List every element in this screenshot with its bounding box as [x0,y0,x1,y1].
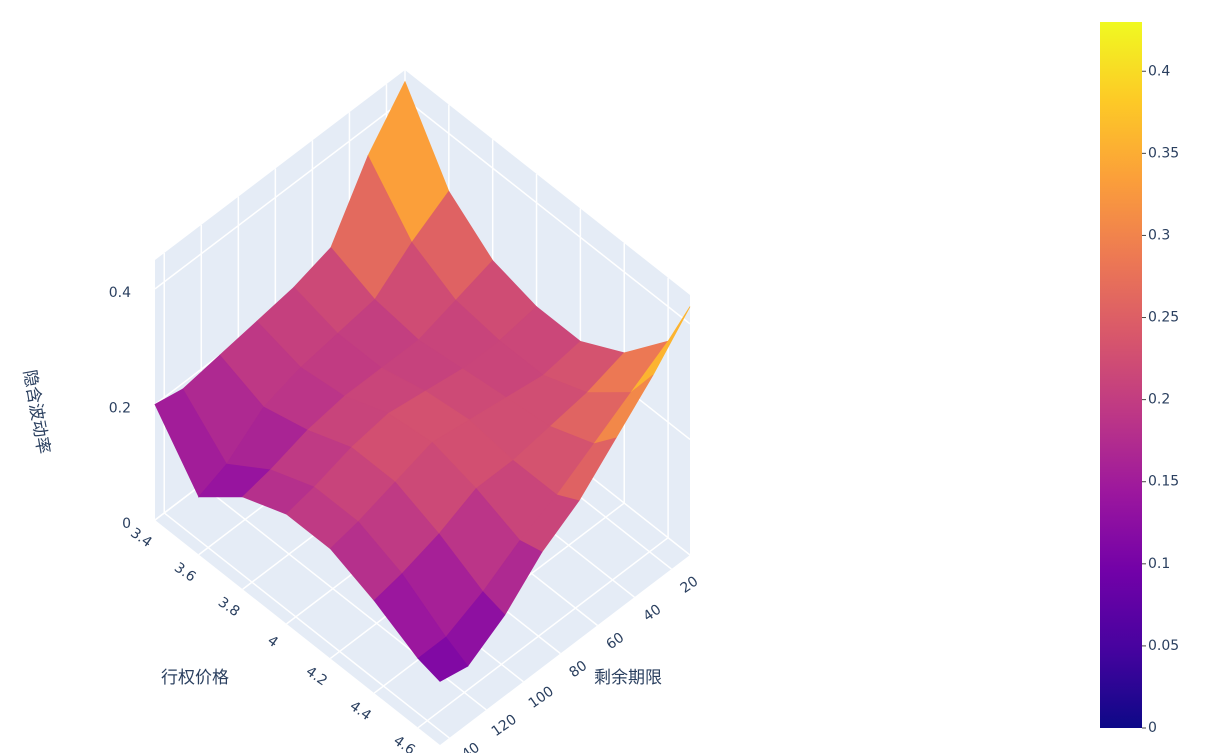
z-tick-label: 0.2 [109,400,131,416]
z-axis-title: 隐含波动率 [19,368,53,455]
x-tick-label: 3.6 [171,560,198,586]
colorbar-tick-label: 0.2 [1148,392,1170,408]
grid-line [404,98,691,325]
y-tick-label: 40 [641,602,665,625]
y-axis-title: 剩余期限 [594,668,662,688]
x-tick-label: 3.4 [127,525,154,551]
x-axis-title: 行权价格 [161,668,229,688]
x-tick-label: 4.4 [347,698,374,724]
colorbar [1100,22,1142,728]
y-tick-label: 20 [678,573,702,596]
x-tick-label: 4.6 [390,733,417,753]
x-tick-label: 3.8 [215,594,242,620]
scene [154,70,691,745]
colorbar-tick-label: 0.4 [1148,63,1170,79]
grid-line [154,98,406,290]
colorbar-tick-label: 0.35 [1148,145,1179,161]
colorbar-tick-label: 0.15 [1148,474,1179,490]
colorbar-tick-label: 0.3 [1148,227,1170,243]
colorbar-tick-label: 0.1 [1148,556,1170,572]
y-tick-label: 120 [489,712,520,740]
z-tick-label: 0.4 [109,285,131,301]
y-tick-label: 80 [566,658,590,681]
grid-line [417,537,669,729]
y-tick-label: 60 [604,630,628,653]
colorbar-tick-label: 0 [1148,720,1157,736]
x-tick-label: 4 [264,633,281,651]
grid-line [163,512,450,739]
y-tick-label: 140 [452,740,483,753]
colorbar-tick-label: 0.25 [1148,310,1179,326]
z-tick-label: 0 [122,516,131,532]
colorbar-tick-label: 0.05 [1148,638,1179,654]
y-tick-label: 100 [526,683,557,711]
x-tick-label: 4.2 [303,664,330,690]
surface-patch [417,636,469,682]
